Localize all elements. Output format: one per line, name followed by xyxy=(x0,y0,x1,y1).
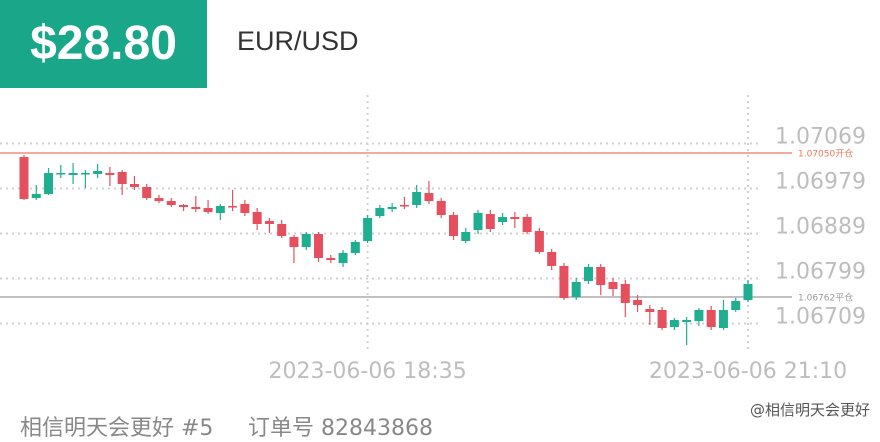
candle-body xyxy=(93,171,103,174)
candle-body xyxy=(215,206,225,213)
candle-body xyxy=(412,192,422,205)
candle-body xyxy=(228,206,238,208)
candle-body xyxy=(620,284,630,303)
candle-body xyxy=(31,194,41,198)
user-label: 相信明天会更好 #5 xyxy=(20,416,214,441)
candle-body xyxy=(19,157,29,199)
candle-body xyxy=(277,224,287,236)
candle-body xyxy=(694,310,704,321)
candle-body xyxy=(608,282,618,289)
candle-body xyxy=(191,207,201,209)
candle-body xyxy=(240,204,250,213)
candle-body xyxy=(498,217,508,222)
x-tick-label: 2023-06-06 18:35 xyxy=(268,359,466,384)
candle-body xyxy=(571,282,581,297)
chart: 1.07069 1.06979 1.06889 1.06799 1.06709 2023-… xyxy=(0,95,866,384)
watermark: @相信明天会更好 xyxy=(749,401,870,419)
y-tick-label: 1.06979 xyxy=(775,170,866,195)
candle-body xyxy=(534,231,544,252)
candle-body xyxy=(448,215,458,236)
candle-body xyxy=(682,320,692,322)
candle-body xyxy=(289,237,299,247)
candle-body xyxy=(154,198,164,201)
y-tick-label: 1.06889 xyxy=(775,215,866,240)
candle-body xyxy=(559,266,569,298)
pair-title: EUR/USD xyxy=(237,26,359,56)
candle-body xyxy=(326,258,336,260)
candle-body xyxy=(179,205,189,207)
candle-body xyxy=(718,310,728,328)
candle-body xyxy=(350,242,360,253)
reference-label: 1.06762平仓 xyxy=(798,292,853,304)
candle-body xyxy=(485,214,495,229)
candle-body xyxy=(399,205,409,207)
candle-body xyxy=(387,207,397,209)
candle-body xyxy=(461,232,471,241)
candle-body xyxy=(301,234,311,247)
candle-body xyxy=(706,310,716,327)
candle-body xyxy=(375,208,385,216)
y-tick-label: 1.06799 xyxy=(775,260,866,285)
candle-body xyxy=(117,172,127,184)
candle-body xyxy=(264,221,274,224)
candle-body xyxy=(743,284,753,300)
y-tick-label: 1.07069 xyxy=(775,125,866,150)
order-label: 订单号 82843868 xyxy=(248,416,433,441)
candle-body xyxy=(203,208,213,212)
candle-body xyxy=(424,193,434,201)
candle-body xyxy=(596,267,606,285)
candle-body xyxy=(583,267,593,281)
candle-body xyxy=(510,217,520,219)
candle-body xyxy=(56,173,66,175)
candle-body xyxy=(657,310,667,328)
candle-body xyxy=(44,173,54,194)
candle-body xyxy=(80,173,90,175)
candle-body xyxy=(645,309,655,312)
candle-body xyxy=(473,213,483,230)
x-tick-label: 2023-06-06 21:10 xyxy=(649,359,847,384)
candle-body xyxy=(142,187,152,198)
candle-body xyxy=(436,201,446,215)
price-badge: $28.80 xyxy=(0,0,207,88)
candle-body xyxy=(363,218,373,241)
candle-body xyxy=(338,253,348,263)
candle-body xyxy=(129,184,139,187)
candle-body xyxy=(105,173,115,175)
candle-body xyxy=(68,173,78,175)
candle-body xyxy=(252,212,262,224)
candle-body xyxy=(633,300,643,305)
candle-body xyxy=(731,301,741,310)
reference-label: 1.07050开仓 xyxy=(798,148,853,160)
candle-body xyxy=(314,234,324,258)
y-tick-label: 1.06709 xyxy=(775,305,866,330)
candle-body xyxy=(669,320,679,327)
candle-body xyxy=(522,217,532,232)
candle-body xyxy=(547,252,557,266)
candle-body xyxy=(166,201,176,205)
